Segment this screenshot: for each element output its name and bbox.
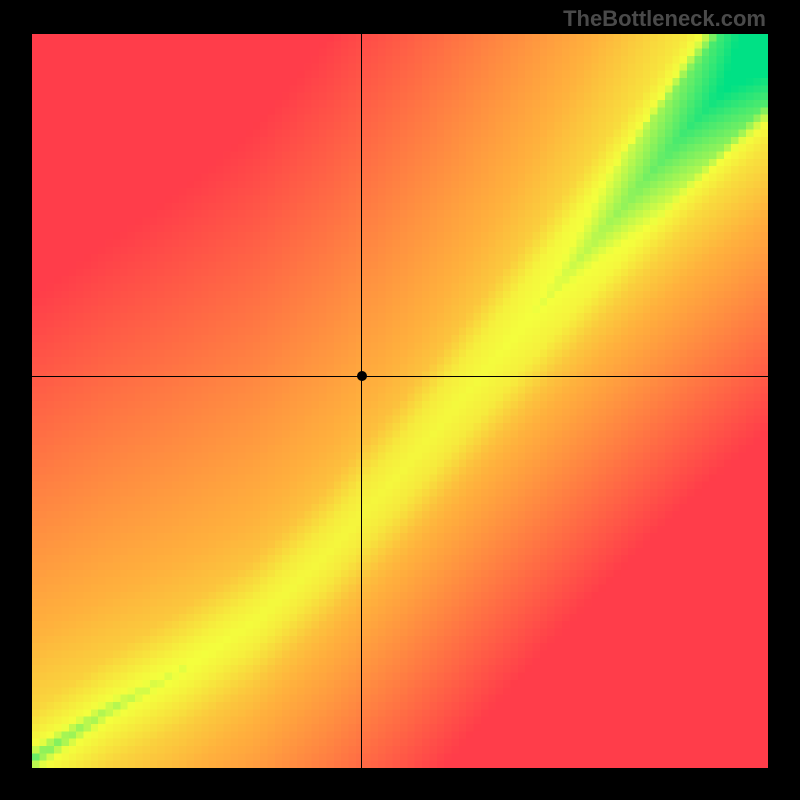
crosshair-horizontal (32, 376, 768, 377)
selection-marker (357, 371, 367, 381)
watermark-text: TheBottleneck.com (563, 6, 766, 32)
crosshair-vertical (361, 34, 362, 768)
bottleneck-heatmap (32, 34, 768, 768)
